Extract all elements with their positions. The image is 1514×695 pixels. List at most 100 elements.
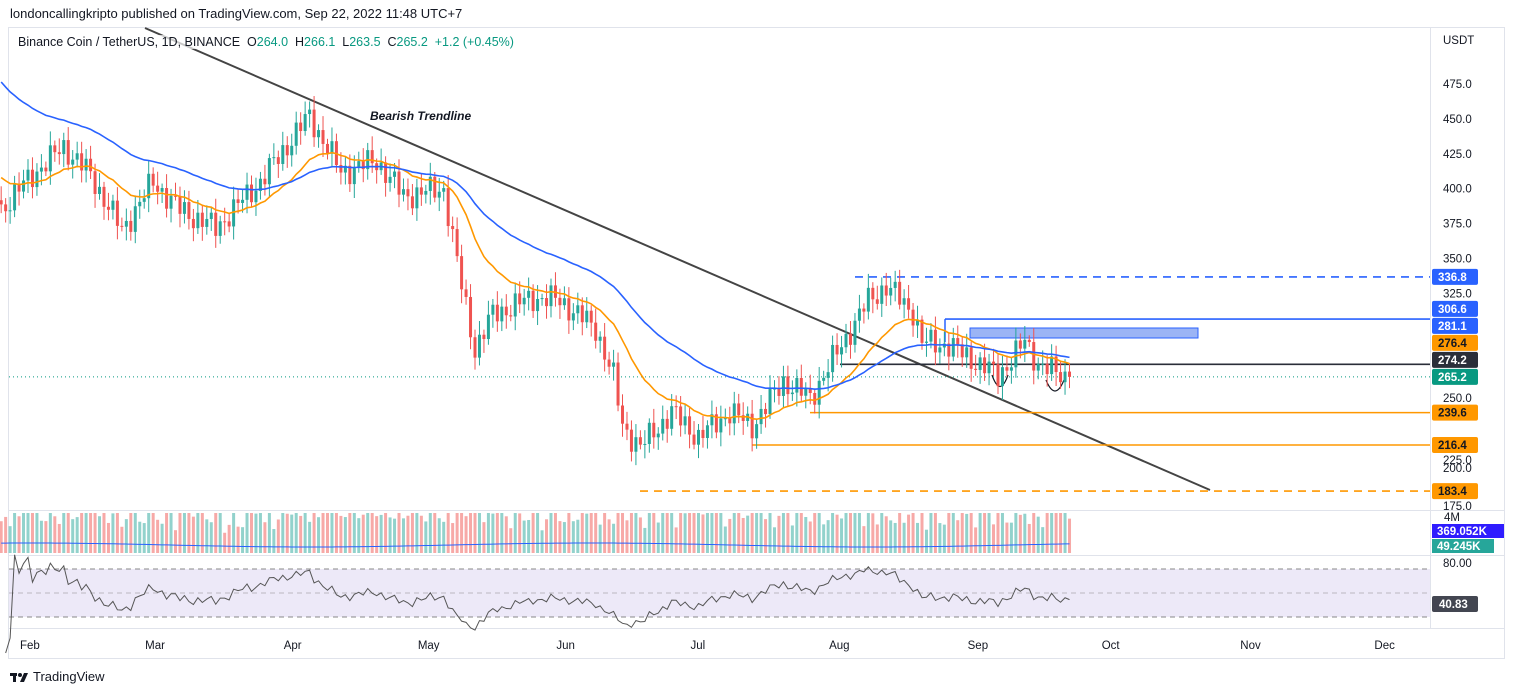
- volume-bar: [120, 526, 124, 553]
- candle-body: [786, 376, 790, 395]
- volume-scale-label: 4M: [1444, 512, 1460, 524]
- candle-body: [545, 298, 549, 307]
- y-tick-label: 250.0: [1443, 393, 1472, 405]
- volume-bar: [464, 516, 468, 553]
- x-tick-label: Feb: [20, 640, 40, 652]
- candle-body: [571, 313, 575, 321]
- candle-body: [777, 388, 781, 396]
- volume-bar: [1018, 514, 1022, 553]
- volume-bar: [969, 513, 973, 553]
- tradingview-brand: TradingView: [33, 669, 105, 684]
- candle-body: [66, 140, 70, 165]
- volume-bar: [308, 521, 312, 553]
- y-tick-label: 450.0: [1443, 114, 1472, 126]
- candle-body: [799, 378, 803, 396]
- candle-body: [831, 344, 835, 373]
- volume-bar: [477, 513, 481, 553]
- volume-bar: [428, 513, 432, 553]
- x-tick-label: Nov: [1240, 640, 1261, 652]
- x-tick-label: Jul: [691, 640, 706, 652]
- volume-bar: [138, 521, 142, 553]
- volume-bar: [245, 513, 249, 553]
- volume-bar: [942, 524, 946, 553]
- volume-bar: [835, 514, 839, 553]
- candle-body: [969, 347, 973, 369]
- candle-body: [53, 145, 57, 153]
- x-tick-label: Sep: [968, 640, 988, 652]
- candle-body: [500, 306, 504, 322]
- volume-ma-line: [1, 542, 1070, 548]
- volume-bar: [393, 518, 397, 553]
- candle-body: [142, 198, 146, 202]
- candle-body: [384, 162, 388, 183]
- price-tag-216.4: 216.4: [1438, 440, 1467, 452]
- candle-body: [160, 188, 164, 192]
- volume-bar: [862, 526, 866, 553]
- candle-body: [741, 415, 745, 421]
- price-tag-bg: [1432, 404, 1478, 421]
- candle-body: [862, 308, 866, 312]
- y-tick-label: 350.0: [1443, 254, 1472, 266]
- volume-bar: [17, 516, 21, 553]
- candle-body: [679, 406, 683, 426]
- volume-bar: [254, 513, 258, 553]
- volume-bar: [652, 513, 656, 553]
- candle-body: [764, 408, 768, 415]
- candle-body: [1036, 363, 1040, 371]
- volume-bar: [1009, 522, 1013, 553]
- volume-bar: [741, 517, 745, 553]
- candle-body: [920, 319, 924, 343]
- candle-body: [670, 406, 674, 429]
- volume-bar: [723, 526, 727, 553]
- candle-body: [866, 287, 870, 312]
- x-tick-label: Jun: [556, 640, 575, 652]
- candle-body: [907, 298, 911, 310]
- volume-bar: [165, 513, 169, 553]
- candle-body: [612, 362, 616, 367]
- candle-body: [187, 202, 191, 219]
- low-label: L: [342, 35, 350, 49]
- candle-body: [902, 298, 906, 305]
- volume-bar: [151, 513, 155, 553]
- volume-bar: [352, 513, 356, 553]
- y-tick-label: 425.0: [1443, 149, 1472, 161]
- candle-body: [813, 392, 817, 405]
- volume-bar: [956, 520, 960, 553]
- candle-body: [214, 212, 218, 236]
- candle-body: [513, 293, 517, 317]
- volume-bar: [473, 513, 477, 553]
- volume-bar: [415, 513, 419, 553]
- candle-body: [589, 310, 593, 323]
- volume-bar: [522, 520, 526, 553]
- candle-body: [477, 334, 481, 358]
- candle-body: [26, 169, 30, 181]
- candle-body: [1027, 339, 1031, 343]
- volume-bar: [250, 513, 253, 553]
- candle-body: [723, 418, 727, 420]
- volume-bar: [634, 513, 638, 553]
- candle-body: [974, 368, 978, 370]
- volume-bar: [26, 513, 30, 553]
- candle-body: [1041, 363, 1045, 365]
- tradingview-logo[interactable]: TradingView: [10, 669, 105, 684]
- candle-body: [241, 199, 245, 203]
- ema-50-line: [0, 81, 1070, 390]
- candle-body: [781, 376, 785, 396]
- volume-bar: [808, 521, 812, 553]
- volume-bar: [933, 513, 937, 553]
- volume-bar: [513, 513, 517, 553]
- price-tag-bg: [1432, 300, 1478, 317]
- candle-body: [227, 221, 231, 227]
- volume-bar: [545, 519, 549, 553]
- volume-ma-value: 49.245K: [1437, 541, 1481, 553]
- volume-bar: [209, 522, 213, 553]
- candle-body: [692, 434, 696, 445]
- volume-bar: [89, 513, 93, 553]
- candle-body: [303, 114, 307, 132]
- volume-bar: [44, 521, 48, 553]
- candle-body: [182, 202, 186, 214]
- candle-body: [80, 153, 84, 171]
- volume-bar: [674, 527, 678, 553]
- open-value: 264.0: [256, 35, 289, 49]
